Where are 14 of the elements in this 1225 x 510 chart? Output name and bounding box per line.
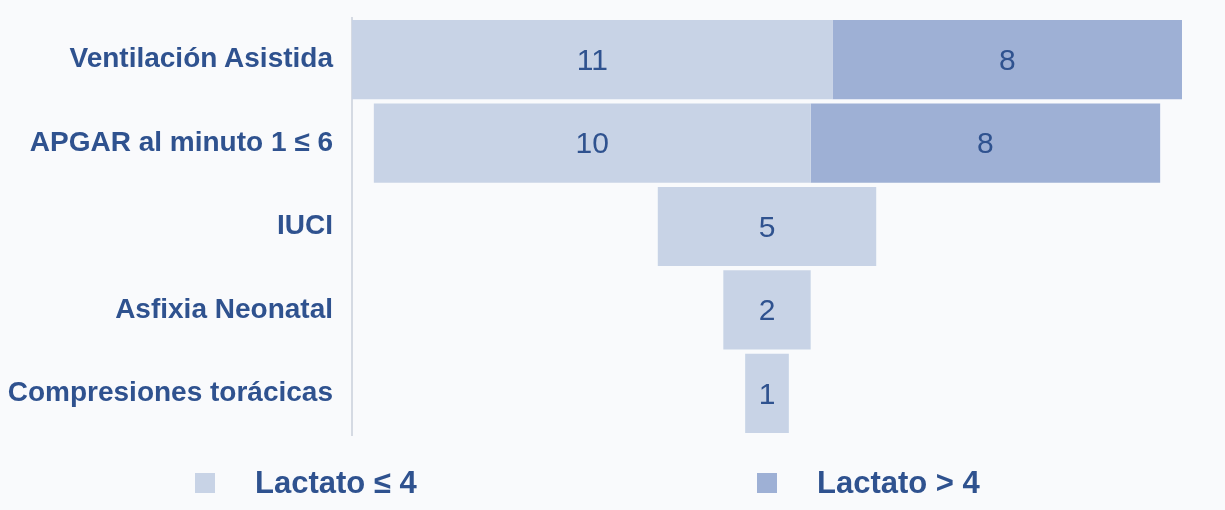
data-label: 10 xyxy=(575,126,609,160)
legend-label: Lactato ≤ 4 xyxy=(255,465,417,501)
category-label: Ventilación Asistida xyxy=(69,42,334,74)
category-label: Compresiones torácicas xyxy=(7,376,333,408)
category-label: IUCI xyxy=(277,209,333,241)
data-label: 1 xyxy=(758,376,776,410)
category-label: Asfixia Neonatal xyxy=(115,292,333,324)
data-label: 8 xyxy=(998,42,1016,76)
data-label: 5 xyxy=(758,209,776,243)
data-label: 11 xyxy=(576,42,608,76)
legend-label: Lactato > 4 xyxy=(817,465,980,501)
data-label: 2 xyxy=(758,293,776,327)
category-label: APGAR al minuto 1 ≤ 6 xyxy=(29,125,333,157)
data-label: 8 xyxy=(977,126,994,160)
